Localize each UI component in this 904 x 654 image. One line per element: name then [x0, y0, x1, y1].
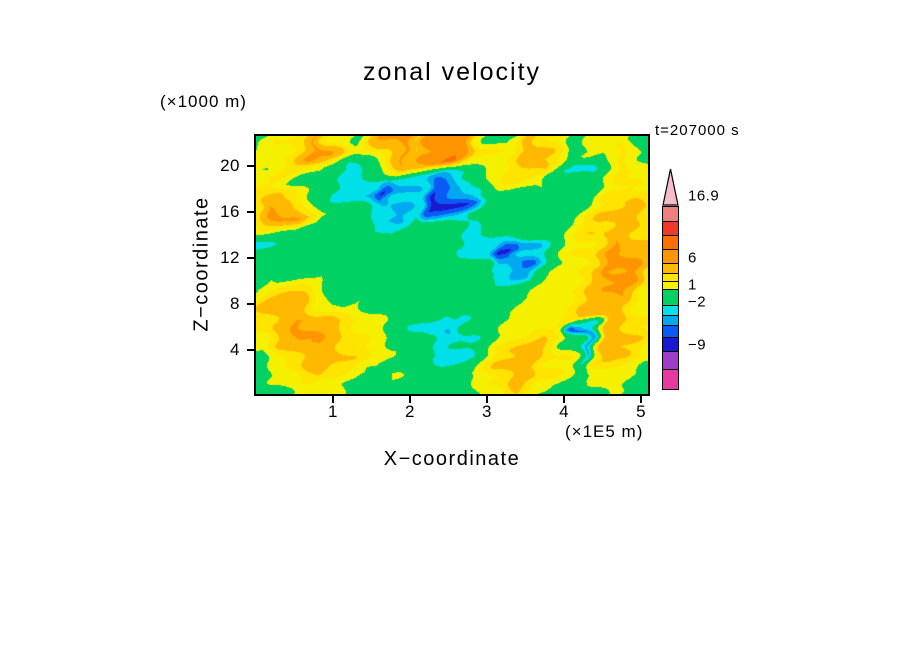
- colorbar-label: −2: [688, 293, 707, 311]
- colorbar-label: 1: [688, 276, 697, 294]
- x-axis-label: X−coordinate: [383, 448, 521, 470]
- x-tick-label: 3: [482, 402, 493, 421]
- x-tick-label: 2: [405, 402, 415, 421]
- colorbar-band: [663, 305, 678, 315]
- x-tick-mark: [409, 396, 412, 403]
- colorbar-band: [663, 369, 678, 389]
- colorbar-band: [663, 249, 678, 263]
- y-tick-label: 8: [230, 294, 240, 314]
- x-tick-mark: [332, 396, 334, 403]
- colorbar-band: [663, 263, 678, 273]
- colorbar-arrow-icon: [662, 168, 679, 206]
- y-axis-units: (×1000 m): [160, 92, 247, 111]
- contour-field-canvas: [256, 136, 648, 394]
- colorbar-band: [663, 207, 678, 221]
- colorbar-band: [663, 289, 678, 305]
- colorbar-band: [663, 273, 678, 281]
- y-tick-label: 16: [220, 202, 240, 222]
- y-tick-mark: [247, 164, 254, 167]
- colorbar-band: [663, 325, 678, 337]
- x-axis-units: (×1E5 m): [565, 422, 644, 441]
- timestamp-label: t=207000 s: [655, 122, 740, 139]
- colorbar-label: 6: [688, 249, 697, 267]
- colorbar-band: [663, 315, 678, 325]
- y-tick-label: 4: [230, 340, 240, 360]
- colorbar-bands: [662, 206, 679, 390]
- y-tick-mark: [247, 257, 254, 260]
- chart-title: zonal velocity: [362, 58, 542, 86]
- colorbar-band: [663, 281, 678, 289]
- y-tick-mark: [247, 349, 254, 352]
- y-tick-mark: [247, 211, 254, 214]
- x-tick-label: 4: [559, 402, 570, 421]
- colorbar: 16.9 6 1 −2 −9: [662, 168, 732, 398]
- y-tick-mark: [247, 303, 254, 306]
- y-tick-label: 12: [220, 248, 240, 268]
- colorbar-band: [663, 235, 678, 249]
- colorbar-label: 16.9: [688, 187, 720, 205]
- x-tick-mark: [563, 396, 566, 403]
- colorbar-label: −9: [688, 336, 707, 354]
- x-tick-label: 1: [328, 402, 338, 421]
- y-tick-label: 20: [220, 155, 240, 175]
- x-tick-label: 5: [636, 402, 647, 421]
- x-tick-mark: [486, 396, 489, 403]
- colorbar-band: [663, 351, 678, 369]
- x-tick-mark: [640, 396, 643, 403]
- colorbar-band: [663, 221, 678, 235]
- plot-frame: [254, 134, 650, 396]
- colorbar-band: [663, 337, 678, 351]
